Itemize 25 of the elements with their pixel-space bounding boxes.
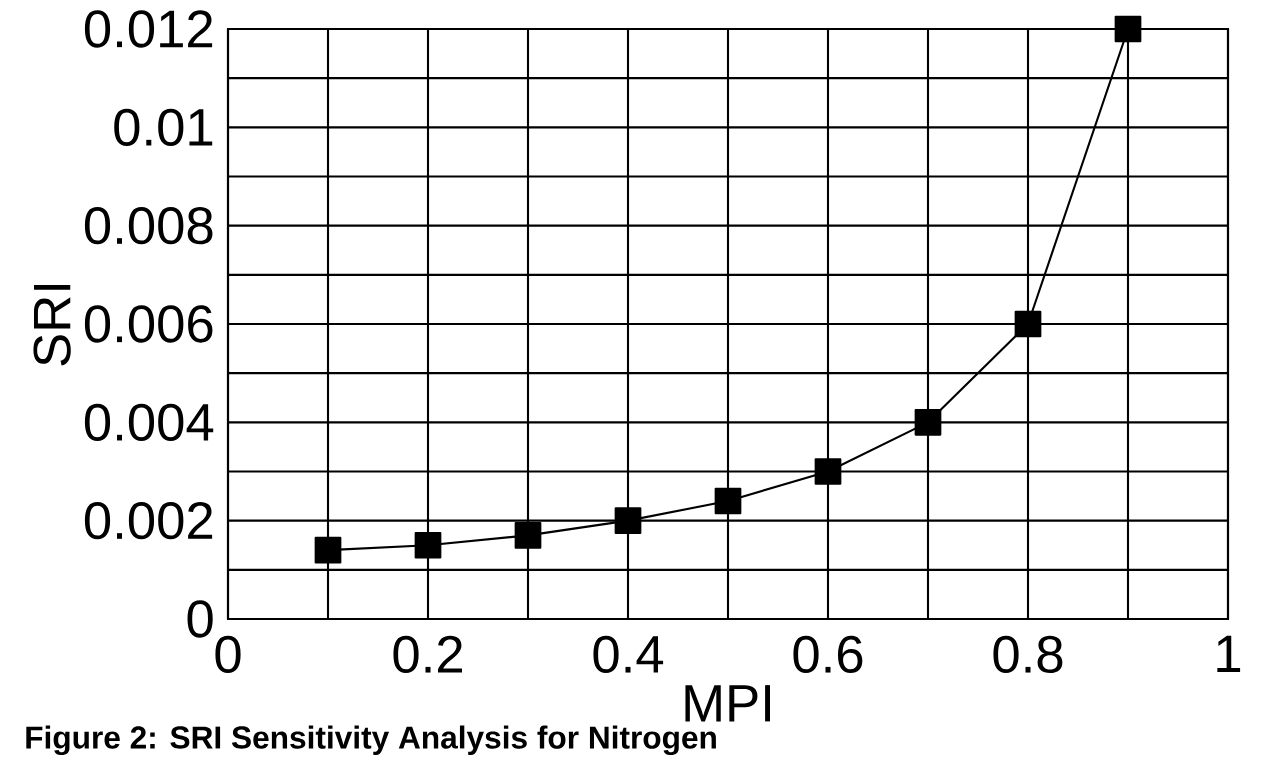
y-tick-label: 0.002 bbox=[84, 501, 213, 540]
point bbox=[414, 531, 442, 559]
caption: Figure 2: SRI Sensitivity Analysis for Nitrogen bbox=[26, 725, 716, 756]
point bbox=[614, 507, 642, 535]
y-tick-label: 0 bbox=[187, 600, 213, 638]
x-tick-label: 0 bbox=[215, 635, 241, 674]
x-tick-label: 1 bbox=[1217, 635, 1241, 673]
point bbox=[814, 458, 842, 485]
x-tick-label: 0.6 bbox=[793, 635, 863, 674]
x-tick-label: 0.2 bbox=[393, 635, 462, 674]
x-tick-label: 0.4 bbox=[593, 635, 664, 674]
x-axis-title: MPI bbox=[685, 685, 770, 722]
x-tick-label: 0.8 bbox=[993, 635, 1063, 674]
point bbox=[1014, 310, 1042, 338]
y-tick-label: 0.006 bbox=[84, 305, 213, 343]
y-tick-label: 0.012 bbox=[84, 10, 213, 48]
y-tick-label: 0.008 bbox=[84, 206, 213, 245]
point bbox=[514, 522, 542, 549]
point bbox=[1114, 15, 1142, 43]
y-tick-label: 0.01 bbox=[114, 108, 213, 146]
point bbox=[314, 536, 342, 564]
point bbox=[714, 487, 742, 515]
y-tick-label: 0.004 bbox=[84, 403, 214, 441]
y-axis-title: SRI bbox=[33, 284, 71, 366]
point bbox=[914, 408, 942, 436]
